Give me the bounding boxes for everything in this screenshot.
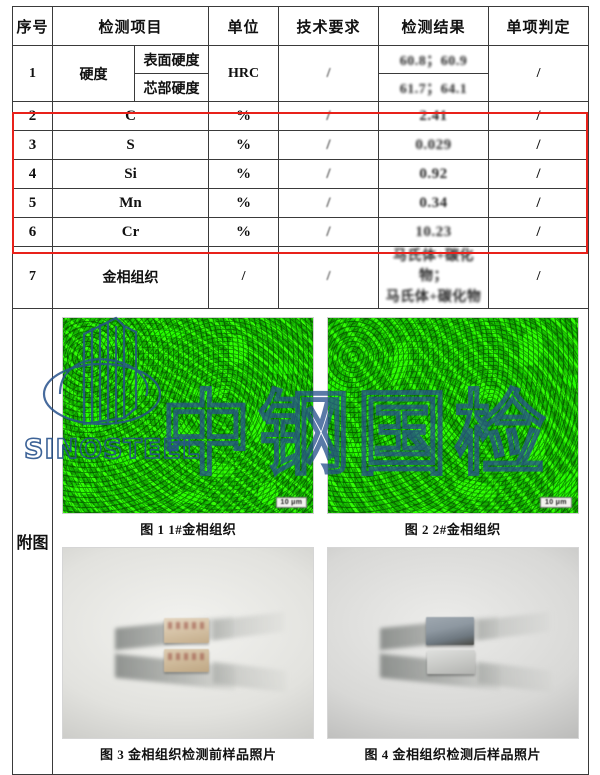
cell-result: 2.41 — [378, 101, 490, 131]
table-row: 5 Mn % / 0.34 / — [12, 188, 590, 218]
cell-item: S — [51, 130, 210, 160]
header-judgement: 单项判定 — [488, 6, 590, 46]
cell-item: 硬度 — [52, 45, 135, 102]
cell-result: 0.34 — [378, 188, 490, 218]
figure-caption: 图 2 2#金相组织 — [404, 521, 501, 537]
cell-no: 6 — [12, 217, 53, 247]
sample-photo-before — [62, 546, 315, 739]
cell-requirement: / — [278, 101, 380, 131]
cell-result-surface: 60.8；60.9 — [378, 45, 490, 74]
header-requirement: 技术要求 — [278, 6, 380, 46]
cell-subitem-core: 芯部硬度 — [133, 73, 210, 102]
cell-unit: % — [208, 101, 280, 131]
cell-no: 3 — [12, 130, 53, 160]
sample-specimen-lower — [426, 649, 475, 674]
report-page: 序号 检测项目 单位 技术要求 检测结果 单项判定 1 硬度 表面硬度 HRC … — [0, 6, 600, 775]
figure-row-photos: 图 3 金相组织检测前样品照片 — [53, 545, 588, 770]
table-header-row: 序号 检测项目 单位 技术要求 检测结果 单项判定 — [12, 6, 590, 46]
scale-bar-label: 10 μm — [275, 497, 308, 508]
attachment-row: 附图 10 μm 图 1 1#金相组织 — [12, 307, 590, 775]
figure-2: 10 μm 图 2 2#金相组织 — [326, 316, 579, 543]
figure-row-metallographs: 10 μm 图 1 1#金相组织 10 μm 图 2 2#金相 — [53, 315, 588, 545]
cell-requirement: / — [278, 130, 380, 160]
table-row: 1 硬度 表面硬度 HRC / 60.8；60.9 / — [12, 45, 590, 102]
cell-no: 4 — [12, 159, 53, 189]
table-row: 4 Si % / 0.92 / — [12, 159, 590, 189]
speckle-texture — [327, 317, 578, 513]
cell-no: 1 — [12, 45, 53, 102]
figure-1: 10 μm 图 1 1#金相组织 — [62, 316, 315, 543]
cell-subitem-surface: 表面硬度 — [133, 45, 210, 74]
cell-judgement: / — [488, 45, 590, 102]
cell-requirement: / — [278, 188, 380, 218]
header-item: 检测项目 — [51, 6, 210, 46]
cell-item: C — [51, 101, 210, 131]
cell-result-line2: 马氏体+碳化物 — [385, 289, 482, 305]
cell-judgement: / — [488, 101, 590, 131]
inspection-results-table: 序号 检测项目 单位 技术要求 检测结果 单项判定 1 硬度 表面硬度 HRC … — [12, 6, 590, 775]
cell-item: Cr — [51, 217, 210, 247]
sample-specimen-upper — [164, 617, 210, 643]
cell-judgement: / — [488, 159, 590, 189]
figure-3: 图 3 金相组织检测前样品照片 — [62, 546, 315, 768]
cell-item: 金相组织 — [51, 246, 210, 309]
cell-requirement: / — [278, 217, 380, 247]
cell-result: 0.92 — [378, 159, 490, 189]
cell-result: 0.029 — [378, 130, 490, 160]
table-row: 3 S % / 0.029 / — [12, 130, 590, 160]
cell-unit: HRC — [208, 45, 280, 102]
metallograph-image-1: 10 μm — [62, 316, 315, 514]
cell-requirement: / — [278, 159, 380, 189]
cell-no: 2 — [12, 101, 53, 131]
table-row: 6 Cr % / 10.23 / — [12, 217, 590, 247]
photo-background — [63, 547, 314, 738]
cell-unit: % — [208, 188, 280, 218]
cell-judgement: / — [488, 188, 590, 218]
cell-unit: % — [208, 130, 280, 160]
cell-result: 马氏体+碳化物； 马氏体+碳化物 — [378, 246, 490, 309]
scale-bar-label: 10 μm — [540, 497, 572, 508]
sample-specimen-upper — [425, 616, 474, 645]
figure-4: 图 4 金相组织检测后样品照片 — [326, 546, 579, 768]
cell-result: 10.23 — [378, 217, 490, 247]
figure-caption: 图 3 金相组织检测前样品照片 — [99, 746, 277, 762]
metallograph-image-2: 10 μm — [326, 316, 579, 514]
header-result: 检测结果 — [378, 6, 490, 46]
cell-judgement: / — [488, 130, 590, 160]
speckle-texture — [63, 317, 314, 513]
cell-requirement: / — [278, 246, 380, 309]
cell-judgement: / — [488, 217, 590, 247]
sample-photo-after — [326, 546, 579, 739]
attachment-figures: 10 μm 图 1 1#金相组织 10 μm 图 2 2#金相 — [51, 307, 590, 775]
table-row: 7 金相组织 / / 马氏体+碳化物； 马氏体+碳化物 / — [12, 246, 590, 309]
figure-caption: 图 4 金相组织检测后样品照片 — [364, 746, 541, 762]
cell-result-core: 61.7；64.1 — [378, 73, 490, 102]
cell-unit: / — [208, 246, 280, 309]
figure-caption: 图 1 1#金相组织 — [140, 521, 237, 537]
cell-judgement: / — [488, 246, 590, 309]
cell-item: Mn — [51, 188, 210, 218]
specimen-marking — [168, 621, 206, 629]
sample-specimen-lower — [164, 648, 210, 672]
cell-unit: % — [208, 217, 280, 247]
table-row: 芯部硬度 61.7；64.1 — [13, 73, 589, 102]
cell-no: 5 — [12, 188, 53, 218]
cell-unit: % — [208, 159, 280, 189]
cell-no: 7 — [12, 246, 53, 309]
specimen-marking — [168, 652, 206, 660]
cell-item: Si — [51, 159, 210, 189]
cell-requirement: / — [278, 45, 380, 102]
header-no: 序号 — [12, 6, 53, 46]
header-unit: 单位 — [208, 6, 280, 46]
attachment-label: 附图 — [12, 307, 53, 775]
table-row: 2 C % / 2.41 / — [12, 101, 590, 131]
cell-result-line1: 马氏体+碳化物； — [393, 249, 474, 285]
